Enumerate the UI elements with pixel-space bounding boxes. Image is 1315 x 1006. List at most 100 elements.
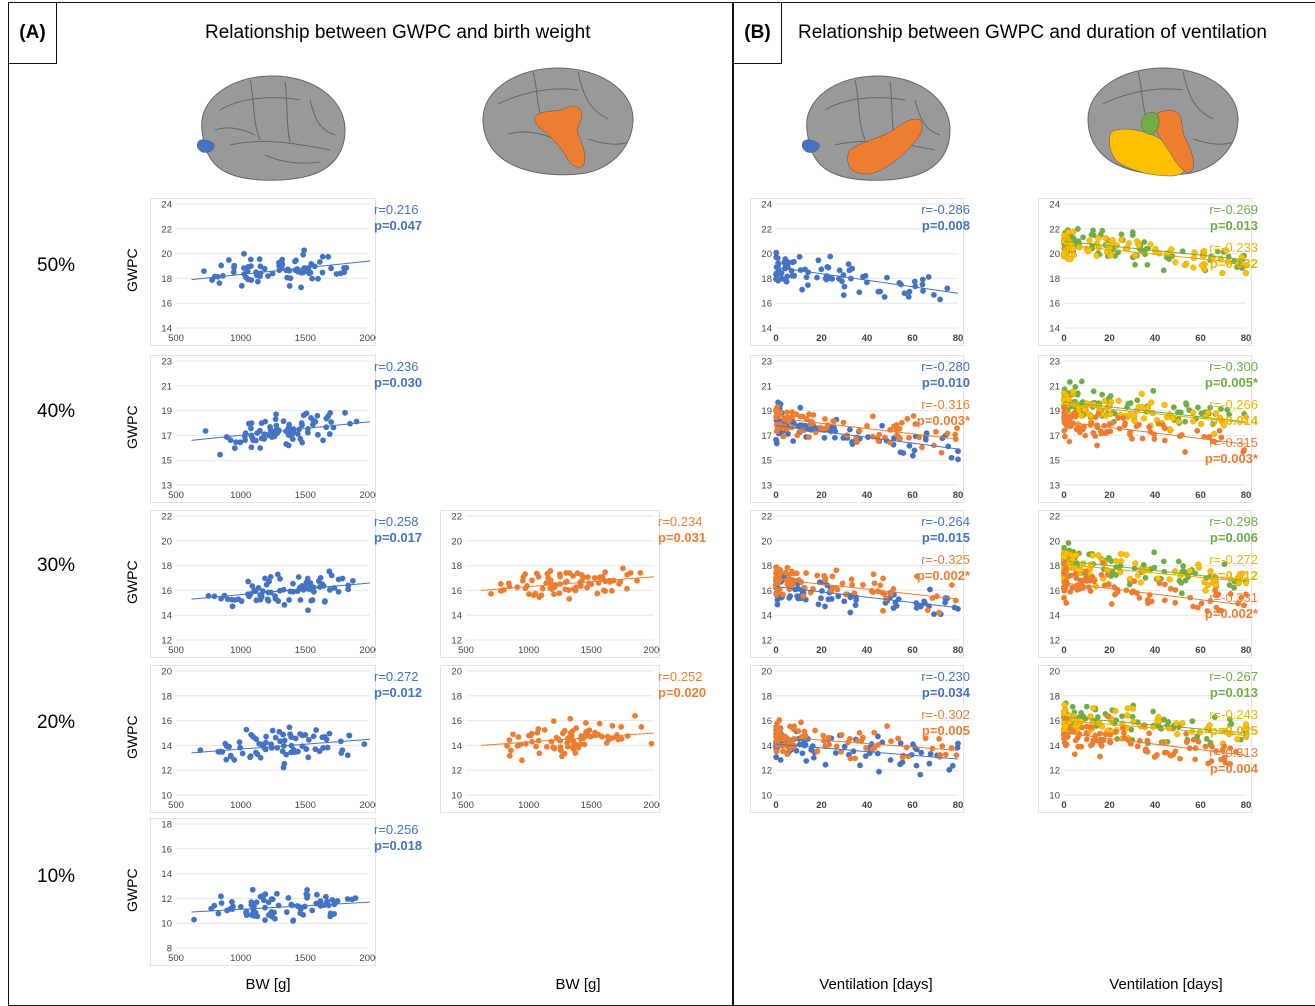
scatter-point [211,273,218,280]
scatter-point [814,274,820,281]
scatter-point [307,269,314,276]
stat-orange: r=-0.316 p=0.003* [917,397,970,429]
scatter-point [323,424,330,431]
scatter-point [267,573,274,580]
scatter-point [248,277,255,283]
stat-yellow: r=-0.266 p=0.014 [1209,397,1258,429]
scatter-point [1180,563,1187,569]
x-tick-label: 1500 [295,953,316,964]
scatter-point [1098,571,1105,578]
scatter-point [1131,578,1138,585]
scatter-point [286,283,293,289]
scatter-point [1080,426,1087,432]
scatter-point [562,586,569,593]
stat-r: r=-0.266 [1209,397,1258,412]
scatter-svg: 10 12 14 16 18 20 500 1000 1500 2000 [440,665,665,813]
scatter-point [938,449,945,456]
scatter-point [305,426,311,432]
scatter-point [1150,387,1157,394]
scatter-point [1213,592,1219,599]
x-tick-label: 1500 [295,490,316,501]
y-axis-label: GWPC [124,248,140,292]
y-tick-label: 10 [451,791,462,802]
y-tick-label: 16 [761,586,772,597]
scatter-point [1154,752,1160,758]
y-tick-label: 15 [761,456,772,467]
scatter-point [553,734,560,741]
y-tick-label: 21 [1049,381,1060,392]
scatter-point [319,253,326,260]
scatter-point [952,431,959,438]
scatter-point [871,729,878,736]
scatter-point [1105,713,1111,720]
scatter-point [949,762,956,769]
scatter-point [525,732,532,739]
scatter-svg: 8 10 12 14 16 18 500 1000 1500 2000 [150,818,381,966]
scatter-point [773,754,780,761]
scatter-point [1212,587,1218,594]
x-tick-label: 0 [1061,490,1066,501]
scatter-point [1105,428,1112,435]
scatter-point [916,434,923,441]
scatter-point [932,429,939,435]
scatter-point [944,430,951,437]
scatter-point [1147,241,1154,248]
scatter-point [877,582,884,589]
scatter-point [883,595,890,602]
scatter-point [829,275,836,282]
scatter-point [248,899,255,906]
scatter-point [773,570,779,577]
scatter-point [821,572,828,579]
scatter-point [1078,378,1085,385]
scatter-point [798,719,804,726]
scatter-point [279,748,286,755]
scatter-point [1070,251,1077,259]
scatter-point [1066,438,1073,445]
stat-r: r=-0.302 [921,707,970,722]
trend-line [1063,421,1247,445]
scatter-point [1150,708,1157,715]
stat-r: r=-0.264 [921,514,970,529]
scatter-point [839,278,845,285]
x-tick-label: 80 [1241,645,1252,656]
y-tick-label: 21 [761,381,772,392]
scatter-point [572,587,579,594]
scatter-point [1160,422,1167,429]
scatter-point [249,583,256,589]
scatter-point [602,588,609,594]
stat-r: r=-0.272 [1209,552,1258,567]
scatter-point [316,259,323,265]
x-tick-label: 20 [1104,800,1115,811]
trend-line [775,736,959,751]
stat-r: r=-0.315 [1209,435,1258,450]
scatter-point [344,752,351,759]
scatter-point [1117,550,1124,558]
scatter-point [1101,422,1108,429]
scatter-point [1151,436,1158,442]
scatter-point [779,742,786,749]
scatter-svg: 10 12 14 16 18 20 0 20 40 60 80 [750,665,964,813]
scatter-point [1119,713,1125,720]
scatter-point [786,746,793,752]
y-tick-label: 12 [761,766,772,777]
trend-line [481,732,655,746]
y-tick-label: 23 [1049,357,1060,368]
y-tick-label: 16 [161,299,172,310]
stat-p: p=0.010 [921,375,970,390]
scatter-point [1078,412,1085,419]
bottom-label-a2: BW [g] [555,976,601,993]
scatter-point [222,740,229,747]
stat-p: p=0.014 [1209,413,1258,428]
y-tick-label: 22 [1049,512,1060,523]
scatter-point [268,744,275,751]
scatter-point [1190,736,1197,743]
y-tick-label: 12 [161,636,172,647]
scatter-point [820,425,827,432]
scatter-point [1088,724,1094,731]
scatter-point [273,422,280,429]
stat-p: p=0.018 [374,838,423,853]
stat-yellow: r=-0.233 p=0.032 [1209,240,1258,272]
scatter-point [1222,759,1229,766]
scatter-point [824,422,831,428]
scatter-point [1087,713,1094,720]
